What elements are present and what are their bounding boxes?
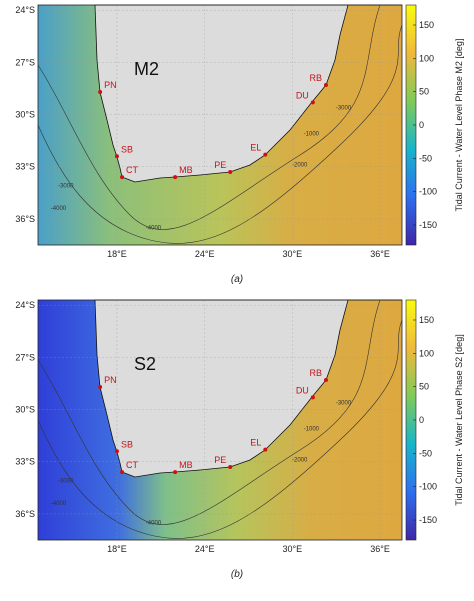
- y-tick-label: 36°S: [15, 214, 35, 224]
- contour-label: -2000: [292, 163, 308, 169]
- y-tick-label: 24°S: [15, 300, 35, 310]
- colorbar-tick-label: -150: [419, 220, 437, 230]
- station: [263, 447, 268, 452]
- colorbar-tick-label: 50: [419, 87, 429, 97]
- depth-contour: [37, 4, 381, 230]
- station: [310, 395, 315, 400]
- caption: (b): [231, 569, 243, 580]
- station-label: MB: [179, 460, 193, 470]
- x-tick-label: 36°E: [370, 544, 390, 554]
- contour-label: -2000: [292, 458, 308, 464]
- colorbar-tick-label: 50: [419, 382, 429, 392]
- panel-title: M2: [134, 59, 159, 79]
- station-label: DU: [296, 385, 309, 395]
- station-label: RB: [309, 73, 322, 83]
- contour-label: -1000: [304, 426, 320, 432]
- y-tick-label: 33°S: [15, 457, 35, 467]
- station-label: DU: [296, 90, 309, 100]
- contour-label: -4000: [146, 520, 162, 526]
- colorbar-tick-label: -100: [419, 187, 437, 197]
- panel-title: S2: [134, 354, 156, 374]
- colorbar-tick-label: 100: [419, 53, 434, 63]
- contour-label: -3000: [58, 479, 74, 485]
- station: [114, 449, 119, 454]
- contour-label: -3000: [58, 184, 74, 190]
- station-label: PN: [104, 80, 117, 90]
- map-frame: [37, 299, 403, 541]
- y-tick-label: 24°S: [15, 5, 35, 15]
- station-label: PE: [214, 160, 226, 170]
- depth-contour: [37, 24, 403, 244]
- contour-label: -3000: [336, 105, 352, 111]
- y-tick-label: 33°S: [15, 162, 35, 172]
- station: [98, 89, 103, 94]
- station: [120, 470, 125, 475]
- colorbar-label: Tidal Current - Water Level Phase M2 [de…: [454, 39, 464, 212]
- contour-label: -4000: [146, 225, 162, 231]
- colorbar-tick-label: 0: [419, 415, 424, 425]
- depth-contour: [37, 319, 403, 539]
- station-label: CT: [126, 460, 138, 470]
- station-label: SB: [121, 439, 133, 449]
- colorbar-tick-label: 0: [419, 120, 424, 130]
- x-tick-label: 24°E: [195, 249, 215, 259]
- contour-label: -4000: [51, 501, 67, 507]
- station: [173, 175, 178, 180]
- station-label: PE: [214, 455, 226, 465]
- station-label: EL: [250, 143, 261, 153]
- x-tick-label: 30°E: [283, 544, 303, 554]
- depth-contour: [37, 299, 381, 525]
- station-label: PN: [104, 375, 117, 385]
- station: [98, 384, 103, 389]
- colorbar-tick-label: 150: [419, 315, 434, 325]
- colorbar-tick-label: -50: [419, 153, 432, 163]
- y-tick-label: 30°S: [15, 110, 35, 120]
- land: [94, 4, 402, 183]
- map-frame: [37, 4, 403, 246]
- colorbar-tick-label: 100: [419, 348, 434, 358]
- colorbar-tick-label: 150: [419, 20, 434, 30]
- station-label: SB: [121, 144, 133, 154]
- caption: (a): [231, 274, 243, 285]
- contour-label: -4000: [51, 206, 67, 212]
- y-tick-label: 36°S: [15, 509, 35, 519]
- x-tick-label: 18°E: [107, 249, 127, 259]
- y-tick-label: 27°S: [15, 57, 35, 67]
- station: [228, 464, 233, 469]
- x-tick-label: 30°E: [283, 249, 303, 259]
- y-tick-label: 30°S: [15, 405, 35, 415]
- station: [323, 83, 328, 87]
- colorbar-tick-label: -150: [419, 515, 437, 525]
- station: [120, 175, 125, 180]
- station-label: CT: [126, 165, 138, 175]
- station-label: MB: [179, 165, 193, 175]
- station-label: EL: [250, 438, 261, 448]
- colorbar-label: Tidal Current - Water Level Phase S2 [de…: [454, 334, 464, 505]
- y-tick-label: 27°S: [15, 352, 35, 362]
- land: [94, 299, 402, 478]
- x-tick-label: 36°E: [370, 249, 390, 259]
- x-tick-label: 24°E: [195, 544, 215, 554]
- station-label: RB: [309, 368, 322, 378]
- station: [173, 470, 178, 475]
- station: [310, 100, 315, 105]
- station: [263, 152, 268, 157]
- colorbar-tick-label: -50: [419, 448, 432, 458]
- contour-label: -3000: [336, 400, 352, 406]
- contour-label: -1000: [304, 131, 320, 137]
- station: [228, 169, 233, 174]
- x-tick-label: 18°E: [107, 544, 127, 554]
- colorbar-tick-label: -100: [419, 482, 437, 492]
- station: [114, 154, 119, 159]
- station: [323, 378, 328, 382]
